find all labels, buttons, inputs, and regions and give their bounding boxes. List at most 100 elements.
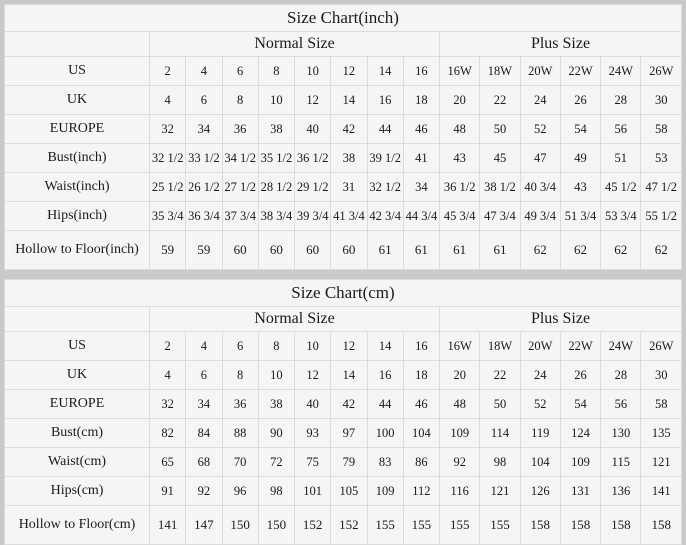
cell: 45	[479, 143, 521, 173]
cell: 43	[439, 143, 481, 173]
cell: 29 1/2	[294, 172, 332, 202]
table-row: Hips(inch) 35 3/4 36 3/4 37 3/4 38 3/4 3…	[3, 201, 682, 231]
table-row: Waist(cm) 65 68 70 72 75 79 83 86 92 98 …	[3, 447, 682, 477]
cell: 112	[402, 476, 441, 506]
cell: 61	[366, 230, 404, 270]
cell: 41 3/4	[330, 201, 368, 231]
cell: 116	[439, 476, 481, 506]
size-chart-inch-block: Size Chart(inch) Normal Size Plus Size U…	[3, 4, 682, 270]
group-header-row: Normal Size Plus Size	[3, 31, 682, 57]
table-row: Hollow to Floor(cm) 141 147 150 150 152 …	[3, 505, 682, 545]
cell: 18	[402, 85, 441, 115]
cell: 2	[149, 331, 187, 361]
cell: 52	[519, 389, 561, 419]
cell: 150	[257, 505, 296, 545]
cell: 26	[559, 360, 602, 390]
cell: 43	[559, 172, 602, 202]
table-row: EUROPE 32 34 36 38 40 42 44 46 48 50 52 …	[3, 114, 682, 144]
cell: 53	[640, 143, 682, 173]
cell: 58	[640, 114, 682, 144]
cell: 6	[221, 56, 259, 86]
cell: 48	[439, 389, 481, 419]
cell: 39 3/4	[294, 201, 332, 231]
cell: 28	[600, 85, 642, 115]
row-label-us: US	[3, 331, 151, 361]
cell: 93	[294, 418, 332, 448]
cell: 62	[640, 230, 682, 270]
cell: 12	[330, 331, 368, 361]
cell: 22W	[559, 56, 602, 86]
row-label-hollow-to-floor: Hollow to Floor(cm)	[3, 505, 151, 545]
cell: 60	[294, 230, 332, 270]
size-chart-cm-table: Size Chart(cm) Normal Size Plus Size US …	[3, 279, 682, 545]
cell: 68	[185, 447, 223, 477]
group-header-row: Normal Size Plus Size	[3, 306, 682, 332]
cell: 109	[559, 447, 602, 477]
cell: 38	[257, 114, 296, 144]
size-chart-inch-table: Size Chart(inch) Normal Size Plus Size U…	[3, 4, 682, 270]
cell: 8	[257, 331, 296, 361]
cell: 62	[559, 230, 602, 270]
cell: 26 1/2	[185, 172, 223, 202]
cell: 46	[402, 114, 441, 144]
group-header-plus-size: Plus Size	[439, 306, 682, 332]
cell: 82	[149, 418, 187, 448]
cell: 42 3/4	[366, 201, 404, 231]
cell: 20	[439, 360, 481, 390]
cell: 126	[519, 476, 561, 506]
cell: 6	[221, 331, 259, 361]
group-header-corner	[3, 306, 151, 332]
cell: 16W	[439, 56, 481, 86]
cell: 37 3/4	[221, 201, 259, 231]
cell: 10	[294, 56, 332, 86]
cell: 158	[559, 505, 602, 545]
cell: 70	[221, 447, 259, 477]
cell: 4	[149, 360, 187, 390]
table-row: US 2 4 6 8 10 12 14 16 16W 18W 20W 22W 2…	[3, 56, 682, 86]
cell: 56	[600, 389, 642, 419]
cell: 88	[221, 418, 259, 448]
cell: 53 3/4	[600, 201, 642, 231]
cell: 49 3/4	[519, 201, 561, 231]
cell: 12	[294, 85, 332, 115]
cell: 26	[559, 85, 602, 115]
cell: 38 3/4	[257, 201, 296, 231]
page-title-cm: Size Chart(cm)	[4, 279, 682, 307]
size-chart-inch-body: Size Chart(inch) Normal Size Plus Size U…	[3, 4, 682, 270]
cell: 135	[640, 418, 682, 448]
cell: 114	[479, 418, 521, 448]
cell: 24W	[600, 331, 642, 361]
cell: 35 3/4	[149, 201, 187, 231]
cell: 32	[149, 114, 187, 144]
title-row: Size Chart(cm)	[4, 279, 682, 307]
cell: 38 1/2	[479, 172, 521, 202]
cell: 59	[149, 230, 187, 270]
cell: 60	[221, 230, 259, 270]
cell: 32 1/2	[366, 172, 404, 202]
cell: 4	[185, 331, 223, 361]
cell: 2	[149, 56, 187, 86]
cell: 40 3/4	[519, 172, 561, 202]
cell: 39 1/2	[366, 143, 404, 173]
cell: 28 1/2	[257, 172, 296, 202]
cell: 92	[439, 447, 481, 477]
cell: 16	[366, 85, 404, 115]
size-chart-page: Size Chart(inch) Normal Size Plus Size U…	[3, 4, 682, 545]
cell: 83	[366, 447, 404, 477]
group-header-corner	[3, 31, 151, 57]
cell: 84	[185, 418, 223, 448]
cell: 35 1/2	[257, 143, 296, 173]
cell: 50	[479, 114, 521, 144]
cell: 155	[366, 505, 404, 545]
page-title-inch: Size Chart(inch)	[4, 4, 682, 32]
cell: 124	[559, 418, 602, 448]
row-label-bust: Bust(cm)	[3, 418, 151, 448]
cell: 36 1/2	[439, 172, 481, 202]
cell: 6	[185, 85, 223, 115]
size-chart-cm-body: Size Chart(cm) Normal Size Plus Size US …	[3, 279, 682, 545]
cell: 47 1/2	[640, 172, 682, 202]
cell: 16W	[439, 331, 481, 361]
cell: 61	[439, 230, 481, 270]
cell: 22	[479, 85, 521, 115]
row-label-uk: UK	[3, 85, 151, 115]
